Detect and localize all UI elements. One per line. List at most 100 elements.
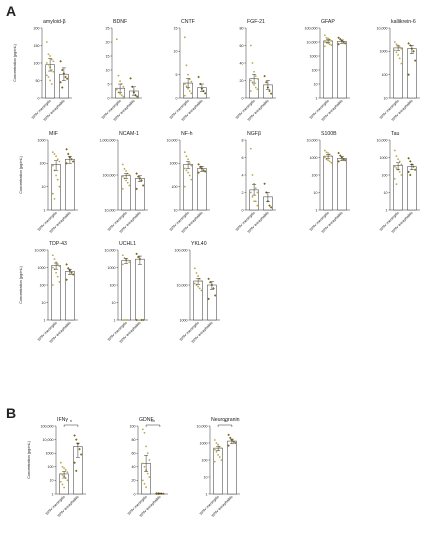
- data-point: [220, 447, 223, 450]
- data-point: [254, 75, 257, 78]
- data-point: [55, 261, 57, 264]
- y-axis-label: Concentration (pg/mL): [19, 155, 23, 194]
- data-point: [45, 74, 48, 77]
- y-tick-label: 1000: [38, 266, 46, 270]
- data-point: [327, 152, 329, 154]
- y-tick-label: 10,000: [377, 138, 388, 142]
- panel-letter-b: B: [6, 405, 16, 421]
- y-tick-label: 10: [384, 96, 388, 100]
- chart-title: NGFβ: [247, 131, 261, 137]
- y-tick-label: 10: [42, 301, 46, 305]
- data-point: [188, 174, 191, 177]
- data-point: [325, 41, 328, 44]
- data-point: [65, 263, 68, 266]
- chart-title: kallikrein-6: [391, 19, 416, 25]
- y-tick-label: 60: [240, 44, 244, 48]
- data-point: [119, 92, 121, 95]
- data-point: [141, 479, 144, 482]
- data-point: [190, 178, 193, 181]
- y-tick-label: 10: [112, 301, 116, 305]
- data-point: [400, 174, 403, 176]
- y-tick-label: 1,000,000: [100, 138, 116, 142]
- data-point: [203, 170, 207, 173]
- data-point: [269, 206, 273, 209]
- data-point: [213, 448, 216, 451]
- data-point: [56, 263, 59, 266]
- data-point: [264, 80, 268, 84]
- chart-title: CNTF: [181, 19, 195, 25]
- data-point: [55, 174, 57, 177]
- bar: [337, 41, 347, 99]
- data-point: [190, 92, 193, 95]
- y-axis-label: Concentration (pg/mL): [19, 265, 23, 304]
- data-point: [119, 80, 121, 83]
- y-tick-label: 1000: [310, 156, 318, 160]
- data-point: [323, 149, 326, 152]
- data-point: [59, 473, 62, 475]
- data-point: [71, 160, 75, 163]
- y-tick-label: 10,000: [43, 438, 54, 442]
- bar: [135, 178, 145, 211]
- data-point: [141, 318, 145, 322]
- y-tick-label: 100,000: [305, 26, 318, 30]
- data-point: [143, 431, 146, 434]
- y-axis-label: Concentration (pg/mL): [13, 43, 17, 82]
- data-point: [125, 170, 127, 172]
- y-tick-label: 100: [34, 61, 40, 65]
- data-point: [407, 73, 410, 76]
- y-tick-label: 150: [34, 44, 40, 48]
- data-point: [232, 440, 235, 443]
- y-tick-label: 10: [384, 191, 388, 195]
- y-tick-label: 1: [44, 318, 46, 322]
- data-point: [395, 51, 398, 54]
- y-tick-label: 50: [36, 79, 40, 83]
- data-point: [400, 47, 403, 50]
- data-point: [56, 158, 59, 161]
- data-point: [183, 167, 186, 170]
- data-point: [254, 187, 257, 190]
- y-tick-label: 1: [206, 492, 208, 496]
- chart-title: S100B: [321, 131, 337, 137]
- data-point: [126, 319, 129, 321]
- data-point: [251, 195, 254, 198]
- y-tick-label: 6: [242, 156, 244, 160]
- data-point: [251, 81, 254, 84]
- chart-title: BDNF: [113, 19, 127, 25]
- data-point: [58, 281, 61, 283]
- significance-label: **: [151, 420, 155, 426]
- data-point: [217, 453, 220, 456]
- data-point: [123, 319, 126, 321]
- data-point: [187, 73, 190, 76]
- data-point: [58, 185, 61, 188]
- data-point: [256, 77, 259, 80]
- y-tick-label: 10,000: [105, 208, 116, 212]
- chart-amyloid: amyloid-β Concentration (pg/mL) 0 50 100 150 2…: [13, 19, 72, 122]
- y-tick-label: 60: [132, 452, 136, 456]
- data-point: [323, 41, 326, 43]
- data-point: [187, 171, 190, 174]
- data-point: [254, 86, 257, 89]
- data-point: [183, 151, 186, 154]
- data-point: [213, 460, 216, 463]
- y-tick-label: 100: [312, 173, 318, 177]
- y-tick-label: 1: [386, 208, 388, 212]
- data-point: [323, 156, 326, 159]
- data-point: [185, 85, 188, 88]
- data-point: [161, 492, 165, 496]
- y-tick-label: 1000: [380, 50, 388, 54]
- data-point: [217, 443, 220, 446]
- y-tick-label: 40: [132, 465, 136, 469]
- data-point: [58, 160, 61, 163]
- data-point: [51, 164, 54, 167]
- data-point: [128, 261, 131, 264]
- y-tick-label: 1000: [310, 54, 318, 58]
- data-point: [220, 459, 223, 461]
- y-tick-label: 100: [382, 73, 388, 77]
- data-point: [121, 254, 124, 257]
- data-point: [135, 172, 138, 175]
- data-point: [55, 271, 57, 274]
- data-point: [249, 90, 252, 92]
